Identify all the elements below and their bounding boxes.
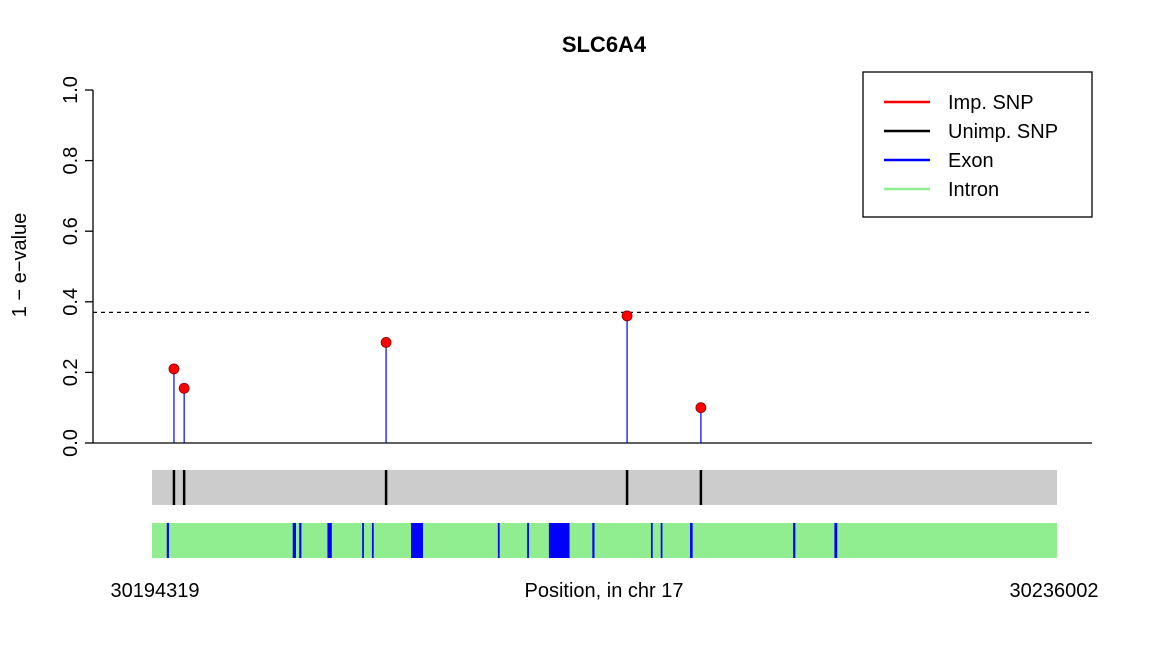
- legend-label-exon: Exon: [948, 150, 994, 172]
- exon-block: [362, 523, 364, 558]
- exon-block: [660, 523, 663, 558]
- legend-box: [862, 71, 1093, 218]
- legend-label-unimp-snp: Unimp. SNP: [948, 121, 1058, 143]
- exon-block: [690, 523, 693, 558]
- exon-block: [371, 523, 374, 558]
- x-tick-label-end: 30236002: [1010, 580, 1099, 602]
- exon-block: [166, 523, 169, 558]
- x-tick-label-start: 30194319: [111, 580, 200, 602]
- exon-block: [299, 523, 302, 558]
- y-tick-label: 0.8: [60, 147, 82, 175]
- snp-points: [168, 310, 707, 414]
- unimputed-snp-marks: [172, 470, 703, 505]
- unimputed-snp-track: [152, 470, 1057, 505]
- exon-block: [327, 523, 332, 558]
- y-tick-label: 0.0: [60, 429, 82, 457]
- x-axis-label: Position, in chr 17: [525, 580, 684, 602]
- exon-block: [650, 523, 653, 558]
- exon-block: [834, 523, 838, 558]
- chart-title: SLC6A4: [562, 32, 647, 57]
- legend-label-intron: Intron: [948, 179, 999, 201]
- y-tick-label: 0.6: [60, 217, 82, 245]
- imp-snp-point: [621, 310, 633, 322]
- exon-block: [548, 523, 570, 558]
- imp-snp-point: [178, 382, 190, 394]
- legend-label-imp-snp: Imp. SNP: [948, 92, 1034, 114]
- imp-snp-point: [695, 402, 707, 414]
- y-axis-label: 1 − e−value: [9, 213, 31, 318]
- imp-snp-point: [380, 336, 392, 348]
- imp-snp-point: [168, 363, 180, 375]
- y-tick-label: 0.2: [60, 358, 82, 386]
- exon-block: [793, 523, 796, 558]
- gene-structure-track: [152, 523, 1057, 558]
- exon-block: [411, 523, 423, 558]
- exon-block: [292, 523, 296, 558]
- exon-marks: [166, 523, 838, 558]
- exon-block: [527, 523, 529, 558]
- legend: Imp. SNP Unimp. SNP Exon Intron: [862, 71, 1093, 218]
- y-tick-label: 0.4: [60, 288, 82, 316]
- y-axis-ticks: 0.0 0.2 0.4 0.6 0.8 1.0: [60, 76, 93, 457]
- exon-block: [497, 523, 500, 558]
- y-tick-label: 1.0: [60, 76, 82, 104]
- exon-block: [592, 523, 595, 558]
- snp-stems: [173, 315, 702, 443]
